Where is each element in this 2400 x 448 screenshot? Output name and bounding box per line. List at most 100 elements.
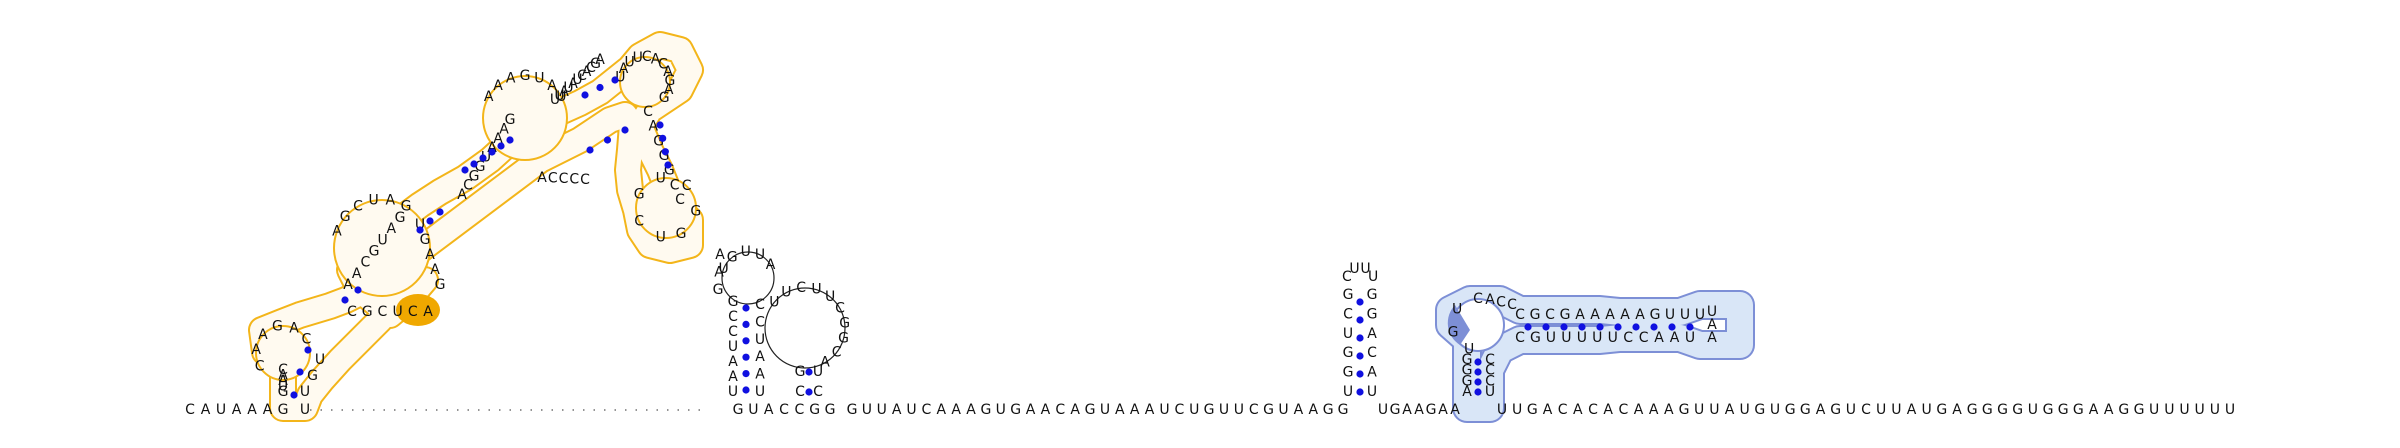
stem2-right-nt: A [430, 262, 440, 278]
blue-top-nt: C [1545, 307, 1555, 323]
middle-right-stem-nt: U [755, 384, 765, 400]
hairpin1-left-nt: U [278, 379, 288, 395]
base-pair-dot [656, 121, 664, 129]
base-pair-dot [1596, 323, 1604, 331]
backbone-5prime-nt: U [216, 402, 226, 418]
middle-run-nt: A [966, 402, 976, 418]
backbone-3prime-nt: G [1936, 402, 1947, 418]
blue-loop-top-nt: C [1507, 297, 1517, 313]
hairpin-small-right-nt: A [1367, 365, 1377, 381]
hairpin-small-right-nt: A [1367, 326, 1377, 342]
stem3-cap-nt: A [663, 64, 673, 80]
multiloop-run-nt: G [362, 304, 373, 320]
base-pair-dot [1614, 323, 1622, 331]
base-pair-dot [596, 83, 604, 92]
stem3-left-nt: G [475, 159, 486, 175]
stem2-loop-nt: G [401, 198, 412, 214]
blue-loop-left-fill [1447, 305, 1470, 345]
hairpin-small-left-nt: G [1343, 287, 1354, 303]
middle-inner2-nt: U [813, 364, 823, 380]
stem3-top-nt: U [572, 72, 582, 88]
backbone-5prime-nt: A [247, 402, 257, 418]
stem3-right-nt: C [675, 192, 685, 208]
hairpin1-right-nt: U [300, 384, 310, 400]
base-pair-dot [479, 154, 487, 162]
hairpin-small-left-nt: C [1343, 306, 1353, 322]
multiloop-run-nt: C [408, 304, 418, 320]
middle-run-nt: G [1085, 402, 1096, 418]
run-after-hairpin-nt: A [1450, 402, 1460, 418]
middle-run-nt: A [1070, 402, 1080, 418]
stem3-top-nt: U [550, 92, 560, 108]
base-pair-dot [426, 217, 434, 225]
stem3-small-loop-nt: U [656, 170, 666, 186]
backbone-3prime-nt: U [2164, 402, 2174, 418]
middle-right-loop-nt: G [838, 331, 849, 347]
hairpin-small-right-nt: G [1367, 287, 1378, 303]
stem3-cap-nt: U [633, 50, 643, 66]
middle-top-loop-ring [721, 251, 775, 305]
blue-top-nt: A [1575, 307, 1585, 323]
middle-right-loop-nt: U [825, 289, 835, 305]
stem3-back-nt: C [580, 172, 590, 188]
blue-top-nt: A [1605, 307, 1615, 323]
backbone-5prime-nt: A [263, 402, 273, 418]
blue-stem-right-nt: C [1485, 352, 1495, 368]
stem3-small-loop-nt: C [682, 178, 692, 194]
base-pair-dot [1356, 334, 1364, 342]
stem2-loop-nt: G [340, 209, 351, 225]
base-pair-dot [436, 208, 444, 216]
orange-loop-5 [635, 177, 697, 239]
multiloop-run-nt: A [423, 304, 433, 320]
middle-run-nt: G [980, 402, 991, 418]
middle-run-nt: C [1174, 402, 1184, 418]
backbone-3prime-nt: A [1603, 402, 1613, 418]
stem3-loop-nt: U [534, 71, 544, 87]
hairpin1-loop-nt: C [301, 332, 311, 348]
middle-right-loop-nt: C [832, 345, 842, 361]
middle-left-stem-nt: A [728, 354, 738, 370]
backbone-3prime-nt: A [1664, 402, 1674, 418]
stem3-top-nt: U [563, 80, 573, 96]
backbone-3prime-nt: A [1952, 402, 1962, 418]
base-pair-dot [470, 160, 478, 168]
blue-top-nt: G [1560, 307, 1571, 323]
stem2-loop-nt: U [369, 193, 379, 209]
base-pair-dot [1356, 316, 1364, 324]
middle-loop-ring [764, 287, 846, 369]
base-pair-dot [1578, 323, 1586, 331]
base-pair-dot [304, 346, 312, 354]
stem3-cap-nt: C [642, 49, 652, 65]
middle-right-loop-nt: U [769, 294, 779, 310]
base-pair-dot [1650, 323, 1658, 331]
stem2-right-nt: U [415, 217, 425, 233]
hairpin1-left-nt: A [278, 368, 288, 384]
base-pair-dot [497, 142, 505, 150]
base-pair-dot [603, 136, 612, 144]
stem3-back-nt: C [569, 172, 579, 188]
base-pair-dot [1632, 323, 1640, 331]
middle-run-nt: U [996, 402, 1006, 418]
stem3-back-nt: A [537, 170, 547, 186]
stem3-left-nt: G [505, 112, 516, 128]
backbone-3prime-nt: U [1846, 402, 1856, 418]
stem2-left-nt: A [352, 266, 362, 282]
middle-inner2-nt: C [813, 384, 823, 400]
middle-right-stem-nt: A [755, 349, 765, 365]
hairpin1-loop-nt: A [251, 342, 261, 358]
base-pair-dot [1474, 388, 1482, 396]
blue-stem-left-nt: G [1462, 352, 1473, 368]
middle-bottom-nt: A [764, 402, 774, 418]
run-after-hairpin-nt: U [1378, 402, 1388, 418]
blue-bottom-nt: G [1530, 330, 1541, 346]
middle-right-loop-nt: C [835, 301, 845, 317]
orange-highlight-region [396, 294, 440, 326]
run-after-hairpin-nt: A [1438, 402, 1448, 418]
stem2-loop-nt: A [332, 224, 342, 240]
middle-run-nt: A [1294, 402, 1304, 418]
hairpin-small-left-nt: U [1343, 326, 1353, 342]
hairpin-small-right-nt: U [1367, 384, 1377, 400]
orange-loop-4 [619, 56, 671, 108]
backbone-3prime-nt: U [1740, 402, 1750, 418]
middle-loop-left-nt: G [713, 282, 724, 298]
